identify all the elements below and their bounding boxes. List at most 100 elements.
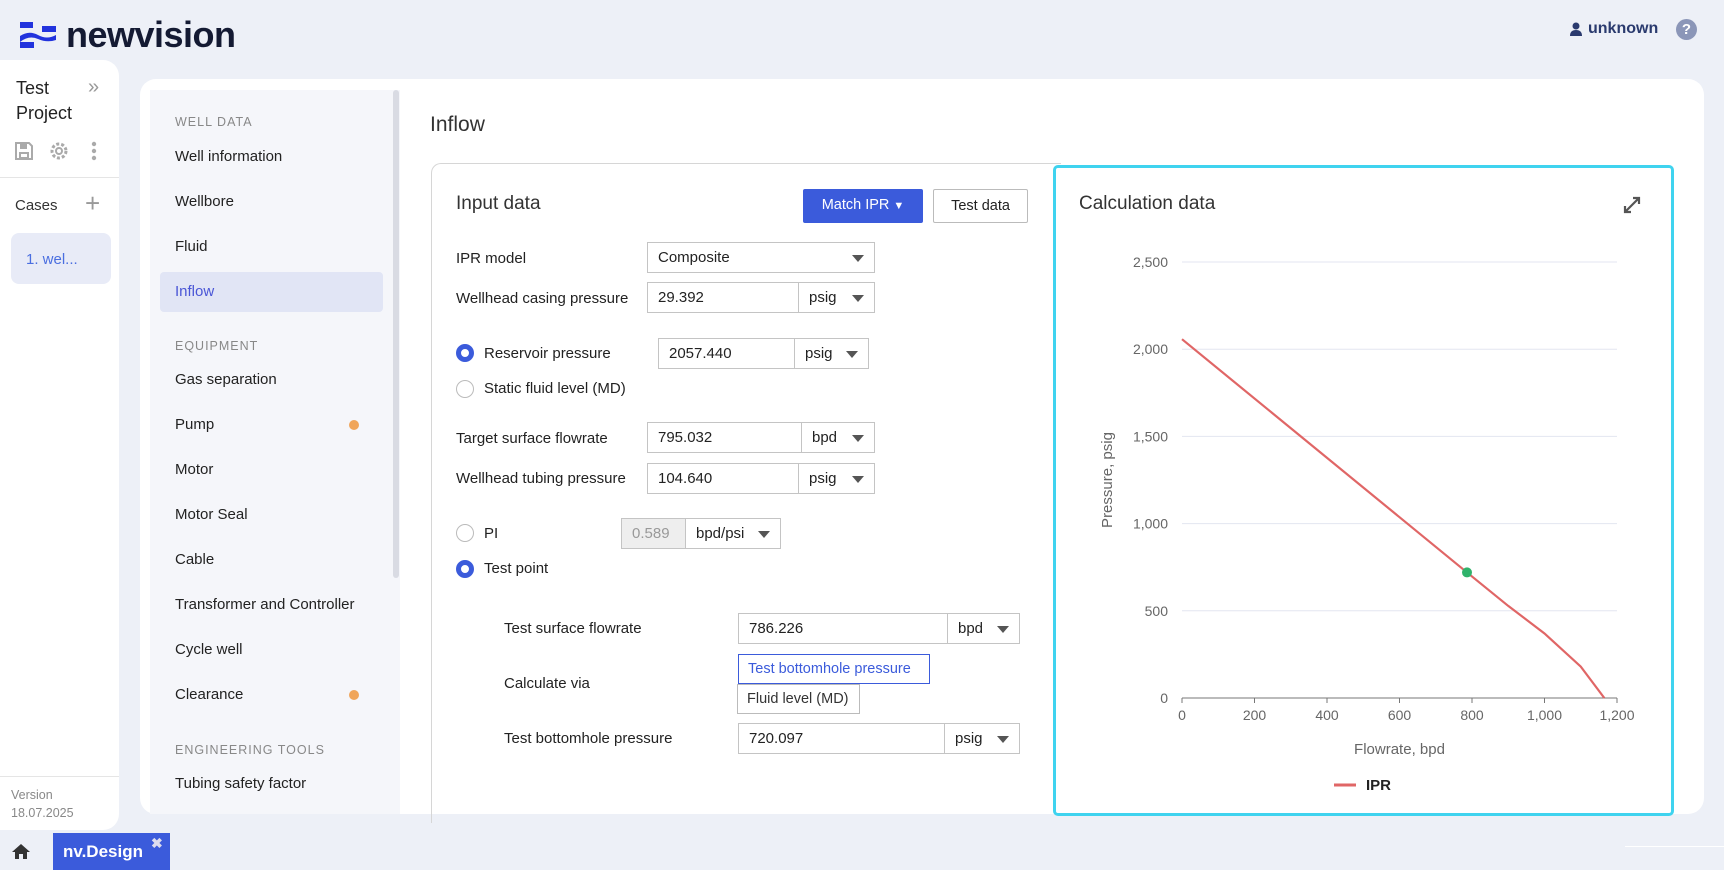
pi-input: 0.589 [622, 519, 685, 548]
nav-item-gas-separation[interactable]: Gas separation [160, 360, 383, 400]
test-bhp-input[interactable]: 720.097 [749, 730, 804, 747]
nav-item-well-information[interactable]: Well information [160, 137, 383, 177]
test-flowrate-field: 786.226 bpd [738, 613, 1020, 644]
reservoir-pressure-unit-select[interactable]: psig [794, 339, 868, 368]
case-item[interactable]: 1. wel... [11, 233, 111, 284]
match-ipr-label: Match IPR [821, 197, 890, 213]
unit-label: bpd [958, 620, 984, 637]
nav-item-transformer-and-controller[interactable]: Transformer and Controller [160, 585, 383, 625]
project-name-line2: Project [16, 103, 73, 123]
y-tick-label: 1,500 [1133, 428, 1168, 444]
user-menu[interactable]: unknown [1570, 20, 1658, 38]
reservoir-pressure-input[interactable]: 2057.440 [669, 345, 732, 362]
gear-icon[interactable] [49, 141, 69, 161]
nav-item-label: Cycle well [175, 641, 243, 658]
x-tick-label: 0 [1178, 707, 1186, 723]
casing-pressure-unit-select[interactable]: psig [798, 283, 874, 312]
caret-down-icon [852, 435, 864, 442]
project-panel: Test Project » Cases + 1. wel... Version… [0, 60, 119, 830]
pi-label: PI [484, 525, 499, 542]
brand-logo: newvision [20, 14, 236, 56]
nav-item-cable[interactable]: Cable [160, 540, 383, 580]
nav-item-fluid[interactable]: Fluid [160, 227, 383, 267]
nav-item-label: Transformer and Controller [175, 596, 355, 613]
unit-label: bpd [812, 429, 838, 446]
casing-pressure-field: 29.392 psig [647, 282, 875, 313]
tubing-pressure-field: 104.640 psig [647, 463, 875, 494]
test-point-radio[interactable] [456, 560, 474, 578]
nav-item-inflow[interactable]: Inflow [160, 272, 383, 312]
test-bhp-unit-select[interactable]: psig [944, 724, 1019, 753]
version-label: Version [11, 788, 53, 802]
calculation-data-panel [1053, 165, 1674, 816]
caret-down-icon [997, 736, 1009, 743]
add-case-button[interactable]: + [85, 188, 101, 218]
x-tick-label: 1,000 [1527, 707, 1562, 723]
nav-item-label: Motor [175, 461, 214, 478]
test-flowrate-unit-select[interactable]: bpd [947, 614, 1019, 643]
pi-unit-select[interactable]: bpd/psi [685, 519, 780, 548]
divider [1625, 846, 1724, 847]
test-flowrate-input[interactable]: 786.226 [749, 620, 804, 637]
input-data-title: Input data [456, 193, 541, 214]
match-ipr-button[interactable]: Match IPR ▼ [803, 189, 923, 223]
pi-radio[interactable] [456, 524, 474, 542]
nav-item-motor[interactable]: Motor [160, 450, 383, 490]
unit-label: psig [809, 470, 837, 487]
casing-pressure-input[interactable]: 29.392 [658, 289, 704, 306]
page-title: Inflow [430, 113, 485, 136]
nav-scrollbar[interactable] [393, 90, 399, 578]
ipr-model-select[interactable]: Composite [647, 242, 875, 273]
nav-item-wellbore[interactable]: Wellbore [160, 182, 383, 222]
nav-item-label: Cable [175, 551, 215, 568]
target-flowrate-unit-select[interactable]: bpd [801, 423, 874, 452]
expand-icon[interactable] [1622, 195, 1642, 215]
reservoir-pressure-radio[interactable] [456, 344, 474, 362]
caret-down-icon [852, 255, 864, 262]
divider [0, 776, 119, 777]
x-tick-label: 400 [1315, 707, 1339, 723]
nav-item-label: Clearance [175, 686, 244, 703]
tubing-pressure-input[interactable]: 104.640 [658, 470, 713, 487]
nav-item-label: Gas separation [175, 371, 277, 388]
expand-chevrons-icon[interactable]: » [88, 76, 100, 98]
nav-item-label: Fluid [175, 238, 208, 255]
nav-item-label: Pump [175, 416, 215, 433]
help-icon[interactable]: ? [1676, 19, 1697, 40]
nav-item-label: Motor Seal [175, 506, 248, 523]
version-value: 18.07.2025 [11, 806, 74, 820]
calc-via-option-test-bhp[interactable]: Test bottomhole pressure [738, 654, 930, 684]
x-tick-label: 600 [1388, 707, 1412, 723]
tubing-pressure-unit-select[interactable]: psig [798, 464, 874, 493]
username: unknown [1588, 20, 1659, 37]
y-tick-label: 500 [1145, 603, 1169, 619]
target-flowrate-input[interactable]: 795.032 [658, 429, 713, 446]
ipr-chart: 0 500 1,000 1,500 2,000 2,500 0 200 400 600 800 1,0… [1099, 254, 1635, 794]
reservoir-pressure-field: 2057.440 psig [658, 338, 869, 369]
test-flowrate-label: Test surface flowrate [504, 620, 642, 637]
calc-via-option-fluid-level[interactable]: Fluid level (MD) [737, 684, 860, 714]
nav-section-title: WELL DATA [175, 115, 253, 129]
project-name-line1: Test [16, 78, 50, 98]
unit-label: psig [955, 730, 983, 747]
cases-label: Cases [15, 197, 58, 214]
y-tick-label: 1,000 [1133, 516, 1168, 532]
nav-item-cycle-well[interactable]: Cycle well [160, 630, 383, 670]
ipr-model-value: Composite [658, 249, 730, 266]
nav-item-motor-seal[interactable]: Motor Seal [160, 495, 383, 535]
legend-label: IPR [1366, 777, 1391, 794]
ipr-series-line [1181, 338, 1606, 699]
nav-item-pump[interactable]: Pump [160, 405, 383, 445]
static-fluid-level-radio[interactable] [456, 380, 474, 398]
nav-item-tubing-safety-factor[interactable]: Tubing safety factor [160, 764, 383, 804]
test-data-button[interactable]: Test data [933, 189, 1028, 223]
nav-item-clearance[interactable]: Clearance [160, 675, 383, 715]
calculate-via-label: Calculate via [504, 675, 590, 692]
target-flowrate-field: 795.032 bpd [647, 422, 875, 453]
nv-design-tab[interactable]: nv.Design [53, 833, 170, 870]
home-icon[interactable] [11, 843, 31, 860]
close-tab-icon[interactable]: ✖ [151, 835, 163, 851]
more-vertical-icon[interactable] [91, 141, 97, 161]
save-icon[interactable] [14, 141, 34, 161]
y-tick-label: 0 [1160, 690, 1168, 706]
